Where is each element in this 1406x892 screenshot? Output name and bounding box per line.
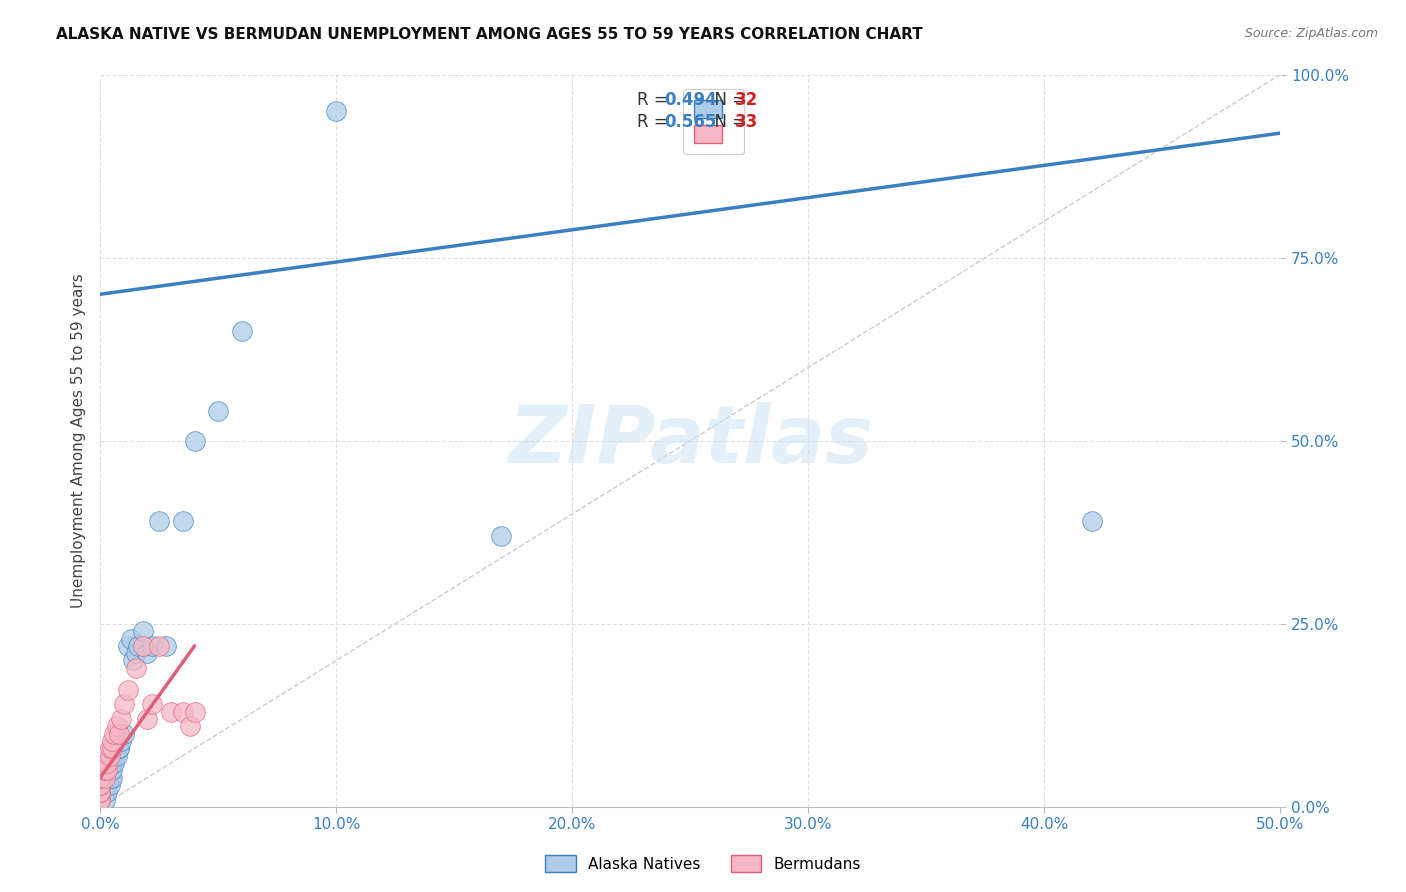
- Point: [94, 792, 117, 806]
- Point: [110, 734, 132, 748]
- Point: [103, 756, 125, 770]
- Point: [179, 719, 201, 733]
- Point: [98, 771, 121, 785]
- Point: [160, 705, 183, 719]
- Point: [141, 698, 163, 712]
- Point: [155, 639, 177, 653]
- Point: [89, 764, 111, 778]
- Legend: Alaska Natives, Bermudans: Alaska Natives, Bermudans: [537, 847, 869, 880]
- Text: R =: R =: [637, 113, 673, 131]
- Point: [98, 778, 121, 792]
- Point: [89, 785, 111, 799]
- Text: N =: N =: [704, 91, 752, 109]
- Text: R =: R =: [637, 91, 673, 109]
- Legend: , : ,: [683, 89, 744, 153]
- Text: ZIPatlas: ZIPatlas: [508, 401, 873, 480]
- Point: [108, 727, 131, 741]
- Point: [101, 771, 124, 785]
- Point: [108, 741, 131, 756]
- Point: [89, 778, 111, 792]
- Text: N =: N =: [704, 113, 752, 131]
- Point: [325, 104, 347, 119]
- Point: [101, 764, 124, 778]
- Text: 0.565: 0.565: [664, 113, 717, 131]
- Point: [148, 514, 170, 528]
- Point: [96, 764, 118, 778]
- Point: [89, 792, 111, 806]
- Point: [136, 646, 159, 660]
- Point: [117, 639, 139, 653]
- Point: [148, 639, 170, 653]
- Text: 0.494: 0.494: [664, 91, 717, 109]
- Point: [89, 778, 111, 792]
- Point: [103, 748, 125, 763]
- Point: [183, 434, 205, 448]
- Text: 33: 33: [735, 113, 758, 131]
- Point: [172, 514, 194, 528]
- Point: [131, 639, 153, 653]
- Point: [89, 785, 111, 799]
- Point: [112, 698, 135, 712]
- Point: [131, 624, 153, 639]
- Point: [183, 705, 205, 719]
- Point: [120, 632, 142, 646]
- Point: [112, 727, 135, 741]
- Point: [101, 756, 124, 770]
- Point: [96, 756, 118, 770]
- Text: ALASKA NATIVE VS BERMUDAN UNEMPLOYMENT AMONG AGES 55 TO 59 YEARS CORRELATION CHA: ALASKA NATIVE VS BERMUDAN UNEMPLOYMENT A…: [56, 27, 922, 42]
- Point: [127, 639, 149, 653]
- Point: [105, 748, 128, 763]
- Point: [136, 712, 159, 726]
- Text: 32: 32: [735, 91, 758, 109]
- Point: [124, 646, 146, 660]
- Point: [491, 529, 513, 543]
- Point: [89, 792, 111, 806]
- Point: [89, 771, 111, 785]
- Point: [1080, 514, 1102, 528]
- Point: [98, 741, 121, 756]
- Point: [89, 785, 111, 799]
- Point: [101, 734, 124, 748]
- Point: [172, 705, 194, 719]
- Point: [94, 764, 117, 778]
- Point: [103, 727, 125, 741]
- Point: [231, 324, 253, 338]
- Point: [108, 741, 131, 756]
- Point: [117, 682, 139, 697]
- Point: [96, 778, 118, 792]
- Point: [122, 653, 145, 667]
- Point: [101, 741, 124, 756]
- Text: Source: ZipAtlas.com: Source: ZipAtlas.com: [1244, 27, 1378, 40]
- Point: [89, 771, 111, 785]
- Point: [96, 785, 118, 799]
- Point: [141, 639, 163, 653]
- Point: [94, 771, 117, 785]
- Point: [207, 404, 229, 418]
- Point: [98, 748, 121, 763]
- Point: [124, 661, 146, 675]
- Point: [110, 712, 132, 726]
- Y-axis label: Unemployment Among Ages 55 to 59 years: Unemployment Among Ages 55 to 59 years: [72, 273, 86, 608]
- Point: [105, 719, 128, 733]
